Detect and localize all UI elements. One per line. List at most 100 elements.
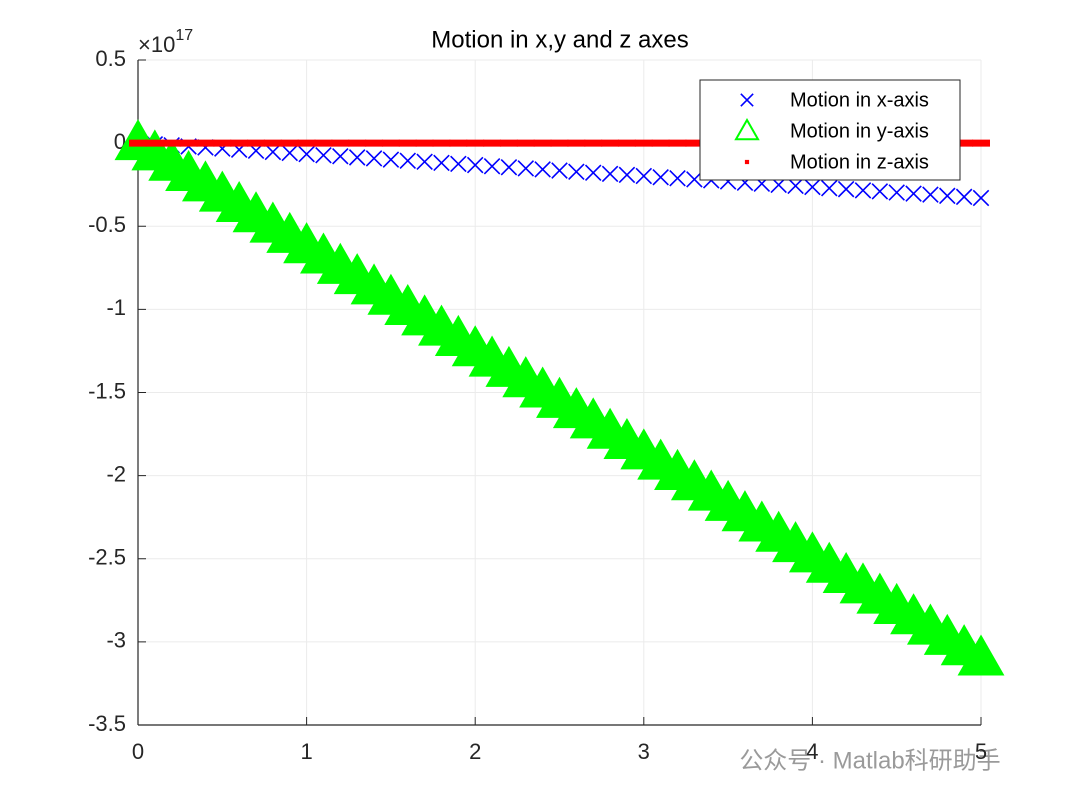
marker	[432, 139, 451, 147]
marker	[787, 177, 804, 195]
legend-label: Motion in y-axis	[790, 120, 929, 142]
marker	[297, 139, 316, 147]
y-tick-label: -3	[106, 628, 126, 653]
marker	[483, 157, 501, 175]
marker	[415, 139, 434, 147]
marker	[196, 139, 215, 147]
marker	[145, 139, 164, 147]
y-tick-label: -2	[106, 461, 126, 486]
marker	[466, 156, 484, 174]
marker	[955, 188, 973, 206]
y-tick-label: -2.5	[88, 545, 126, 570]
legend-marker	[734, 117, 760, 141]
y-tick-label: -1.5	[88, 378, 126, 403]
marker	[905, 185, 922, 202]
marker	[804, 178, 821, 196]
marker	[601, 139, 620, 147]
marker	[584, 164, 602, 181]
marker	[837, 180, 855, 198]
legend: Motion in x-axis Motion in y-axis Motion i…	[699, 79, 961, 181]
marker	[972, 139, 990, 147]
marker	[179, 139, 198, 147]
marker	[499, 139, 518, 147]
marker	[331, 139, 350, 147]
marker	[922, 186, 939, 203]
marker	[685, 139, 704, 147]
marker	[399, 152, 417, 170]
marker	[450, 155, 467, 173]
y-tick-label: -0.5	[88, 212, 126, 237]
marker	[517, 160, 535, 177]
marker	[972, 189, 990, 207]
marker	[483, 139, 502, 147]
marker	[382, 151, 400, 168]
marker	[820, 179, 838, 197]
marker	[567, 139, 586, 147]
marker	[314, 139, 333, 147]
marker	[534, 161, 551, 178]
legend-label: Motion in x-axis	[790, 89, 929, 111]
marker	[298, 145, 315, 163]
marker	[263, 139, 282, 147]
marker	[652, 168, 669, 186]
x-tick-label: 3	[638, 739, 650, 764]
marker	[264, 143, 282, 161]
marker	[129, 139, 147, 147]
marker	[551, 162, 568, 179]
marker	[550, 139, 569, 147]
marker	[957, 634, 1005, 676]
marker	[888, 184, 905, 201]
marker	[601, 165, 619, 183]
marker	[281, 144, 299, 162]
chart-title: Motion in x,y and z axes	[431, 26, 688, 53]
marker	[230, 139, 249, 147]
marker	[247, 139, 266, 147]
y-multiplier: ×1017	[138, 27, 193, 57]
marker	[213, 139, 232, 147]
marker	[433, 154, 450, 172]
marker	[381, 139, 400, 147]
marker	[955, 139, 974, 147]
marker	[332, 147, 349, 165]
marker	[617, 139, 636, 147]
watermark: 公众号 · Matlab科研助手	[739, 747, 1000, 774]
marker	[584, 139, 603, 147]
marker	[449, 139, 468, 147]
marker	[854, 182, 872, 199]
x-tick-label: 5	[975, 739, 987, 764]
x-tick-label: 2	[469, 739, 481, 764]
marker	[280, 139, 299, 147]
marker	[365, 150, 383, 167]
marker	[533, 139, 552, 147]
y-tick-label: 0.5	[95, 46, 126, 71]
legend-marker	[744, 159, 750, 165]
marker	[939, 187, 956, 205]
marker	[416, 153, 433, 171]
marker	[466, 139, 485, 147]
marker	[668, 139, 687, 147]
marker	[500, 158, 518, 176]
marker	[365, 139, 384, 147]
y-multiplier-exponent: 17	[175, 27, 193, 44]
marker	[634, 139, 653, 147]
marker	[618, 166, 636, 184]
marker	[348, 149, 366, 166]
marker	[568, 163, 585, 180]
legend-label: Motion in z-axis	[790, 151, 929, 173]
marker	[398, 139, 417, 147]
marker	[162, 139, 181, 147]
marker	[651, 139, 670, 147]
x-tick-label: 1	[300, 739, 312, 764]
marker	[635, 167, 653, 185]
marker	[516, 139, 535, 147]
x-tick-label: 4	[806, 739, 818, 764]
legend-marker	[740, 93, 754, 107]
y-multiplier-base: ×10	[138, 32, 175, 57]
marker	[871, 183, 889, 200]
x-tick-label: 0	[132, 739, 144, 764]
y-tick-label: -1	[106, 295, 126, 320]
y-tick-label: -3.5	[88, 711, 126, 736]
marker	[669, 169, 686, 187]
marker	[348, 139, 367, 147]
